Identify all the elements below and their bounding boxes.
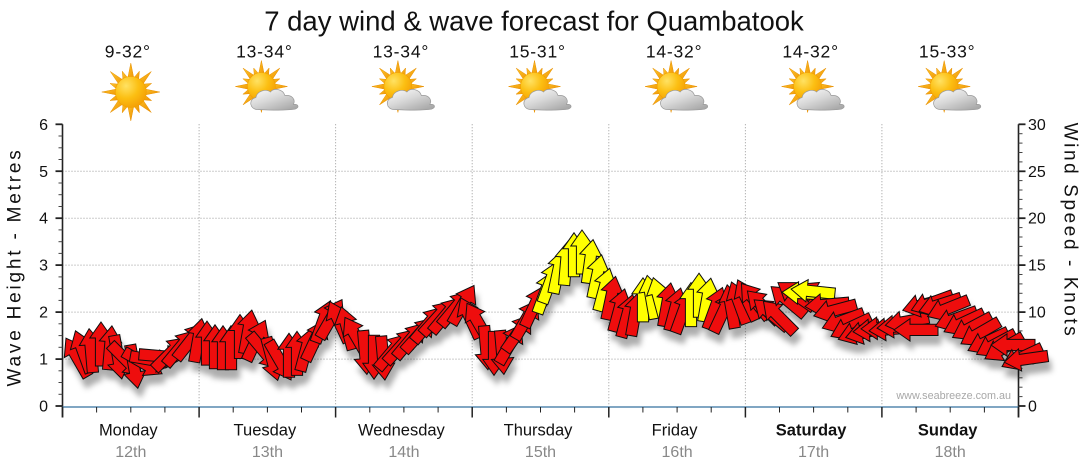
svg-text:13-34°: 13-34° (373, 42, 430, 62)
svg-text:6: 6 (39, 117, 48, 134)
svg-text:Saturday: Saturday (776, 422, 847, 440)
svg-text:4: 4 (39, 211, 48, 228)
svg-text:9-32°: 9-32° (105, 42, 151, 62)
svg-text:0: 0 (1028, 399, 1037, 416)
svg-text:14th: 14th (388, 444, 419, 461)
svg-text:14-32°: 14-32° (782, 42, 839, 62)
svg-text:5: 5 (39, 164, 48, 181)
svg-text:15: 15 (1028, 258, 1046, 275)
svg-text:13-34°: 13-34° (236, 42, 293, 62)
svg-text:0: 0 (39, 399, 48, 416)
svg-text:1: 1 (39, 352, 48, 369)
svg-text:Monday: Monday (99, 422, 158, 440)
svg-text:17th: 17th (798, 444, 829, 461)
svg-text:15-33°: 15-33° (919, 42, 976, 62)
svg-text:18th: 18th (935, 444, 966, 461)
svg-text:2: 2 (39, 305, 48, 322)
svg-text:Wave Height - Metres: Wave Height - Metres (5, 147, 26, 386)
svg-text:10: 10 (1028, 305, 1046, 322)
svg-text:25: 25 (1028, 164, 1046, 181)
svg-text:Wednesday: Wednesday (358, 422, 446, 440)
svg-text:30: 30 (1028, 117, 1046, 134)
svg-text:www.seabreeze.com.au: www.seabreeze.com.au (895, 390, 1011, 402)
svg-text:20: 20 (1028, 211, 1046, 228)
svg-text:Tuesday: Tuesday (234, 422, 297, 440)
svg-text:Thursday: Thursday (504, 422, 574, 440)
svg-text:15-31°: 15-31° (509, 42, 566, 62)
svg-text:15th: 15th (525, 444, 556, 461)
svg-text:12th: 12th (115, 444, 146, 461)
svg-text:7 day wind & wave forecast for: 7 day wind & wave forecast for Quambatoo… (264, 6, 804, 37)
svg-text:16th: 16th (662, 444, 693, 461)
svg-text:14-32°: 14-32° (646, 42, 703, 62)
svg-text:13th: 13th (252, 444, 283, 461)
svg-text:Wind Speed - Knots: Wind Speed - Knots (1060, 123, 1080, 339)
svg-text:Sunday: Sunday (918, 422, 978, 440)
svg-text:Friday: Friday (652, 422, 699, 440)
svg-text:3: 3 (39, 258, 48, 275)
